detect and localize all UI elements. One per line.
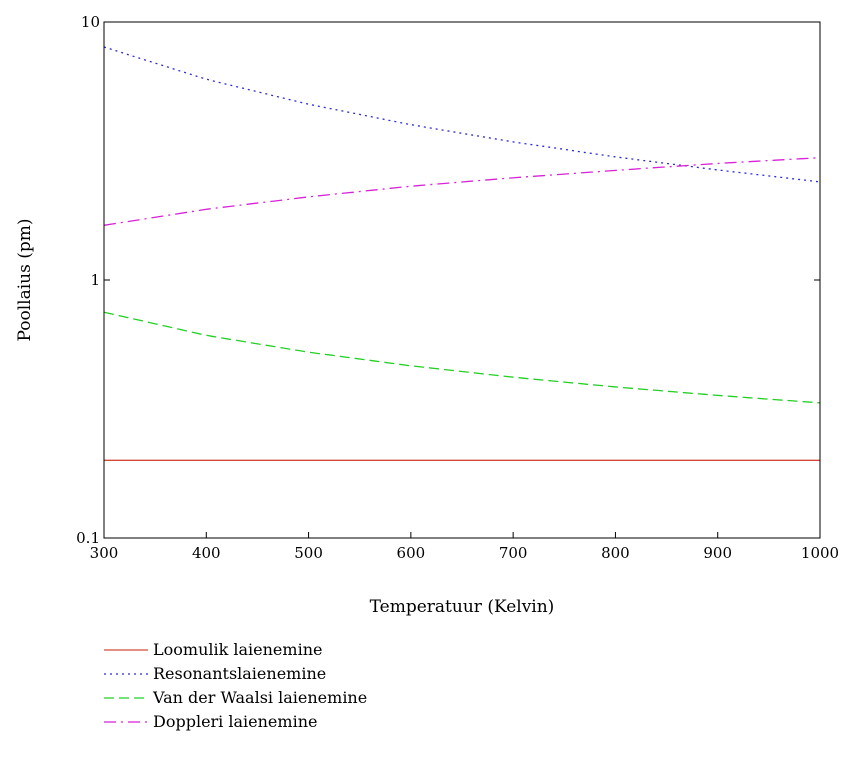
y-tick-label: 10 — [81, 13, 100, 31]
y-tick-label: 0.1 — [76, 529, 100, 547]
ticks-layer: 300 400 500 600 700 800 900 1000 0.1 1 10 — [76, 13, 839, 562]
x-tick-label: 800 — [601, 544, 630, 562]
x-tick-label: 600 — [397, 544, 426, 562]
x-tick-label: 500 — [294, 544, 323, 562]
legend-item: Doppleri laienemine — [104, 712, 317, 731]
x-tick-label: 1000 — [801, 544, 839, 562]
y-axis-label: Poollaius (pm) — [15, 218, 35, 341]
series-layer — [103, 46, 821, 461]
x-tick-label: 700 — [499, 544, 528, 562]
legend: Loomulik laienemine Resonantslaienemine Va… — [104, 640, 367, 731]
legend-label: Resonantslaienemine — [153, 664, 326, 683]
legend-label: Doppleri laienemine — [153, 712, 317, 731]
legend-item: Van der Waalsi laienemine — [104, 688, 367, 707]
legend-label: Van der Waalsi laienemine — [152, 688, 367, 707]
x-tick-label: 300 — [90, 544, 119, 562]
x-tick-label: 900 — [703, 544, 732, 562]
y-tick-label: 1 — [90, 271, 100, 289]
legend-item: Resonantslaienemine — [104, 664, 326, 683]
x-axis-label: Temperatuur (Kelvin) — [370, 597, 555, 617]
legend-item: Loomulik laienemine — [104, 640, 322, 659]
x-tick-label: 400 — [192, 544, 221, 562]
series-line-2 — [103, 46, 821, 183]
series-line-3 — [103, 311, 821, 404]
legend-label: Loomulik laienemine — [153, 640, 322, 659]
series-line-4 — [103, 157, 821, 226]
